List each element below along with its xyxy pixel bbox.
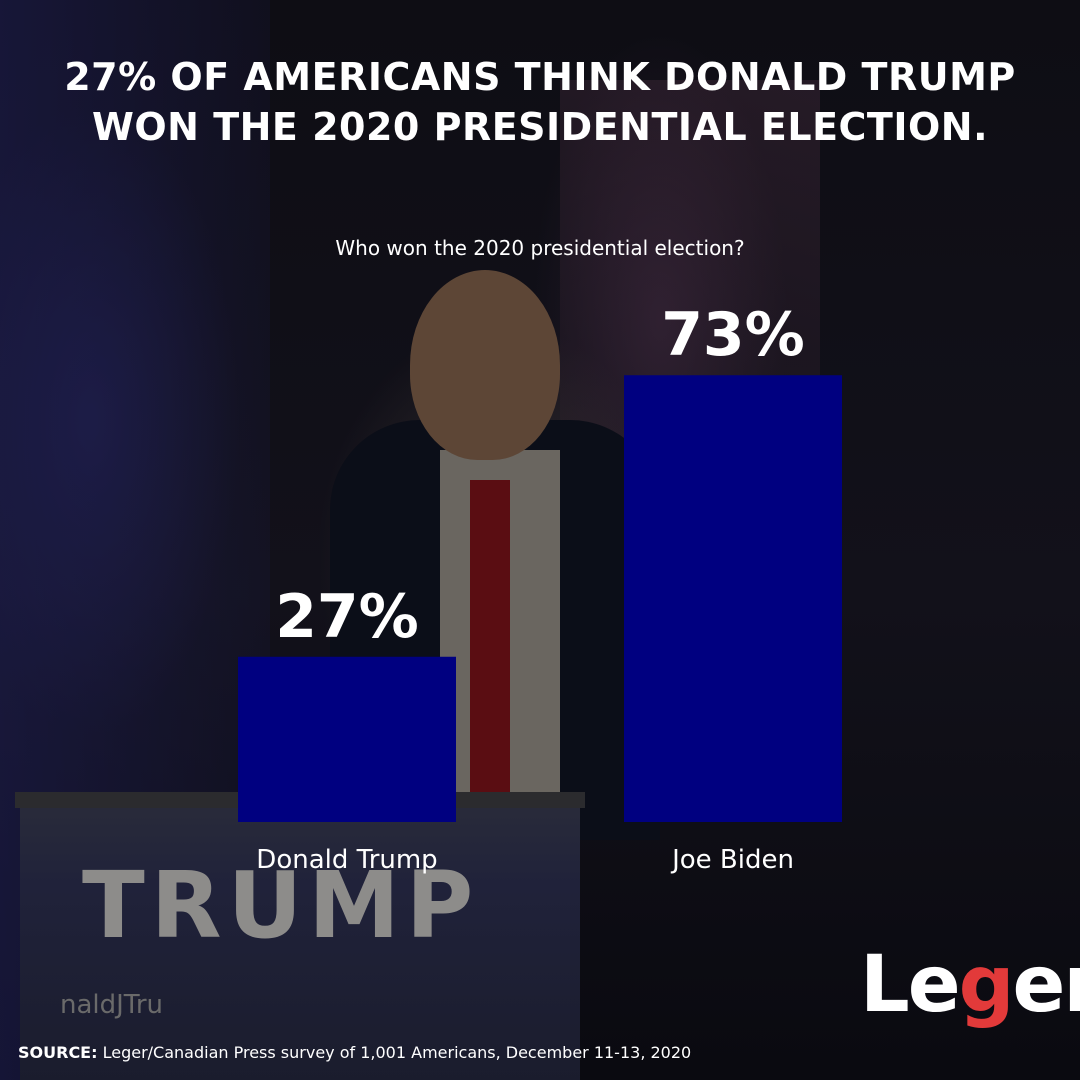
- bar-1: [624, 375, 842, 822]
- value-label-1: 73%: [661, 300, 805, 370]
- speaker-tie: [470, 480, 510, 800]
- headline-line-1: 27% OF AMERICANS THINK DONALD TRUMP: [64, 55, 1016, 99]
- category-label-1: Joe Biden: [670, 845, 794, 875]
- headline-line-2: WON THE 2020 PRESIDENTIAL ELECTION.: [91, 105, 989, 149]
- value-label-0: 27%: [275, 582, 419, 652]
- podium: [20, 795, 580, 1080]
- podium-handle-text: naldJTru: [60, 990, 164, 1020]
- logo-text-left: Le: [860, 940, 961, 1030]
- logo-accent-letter: g: [958, 940, 1015, 1030]
- podium-sign-text: TRUMP: [82, 852, 480, 959]
- bar-0: [238, 656, 456, 822]
- source-label: SOURCE:: [18, 1043, 98, 1062]
- chart-question: Who won the 2020 presidential election?: [335, 236, 745, 260]
- logo-text-right: er: [1012, 940, 1080, 1030]
- source-text: Leger/Canadian Press survey of 1,001 Ame…: [97, 1043, 692, 1062]
- leger-logo: Leger: [860, 940, 1080, 1050]
- source-note: SOURCE: Leger/Canadian Press survey of 1…: [18, 1043, 691, 1062]
- category-label-0: Donald Trump: [256, 845, 437, 875]
- speaker-head: [410, 270, 560, 460]
- headline: 27% OF AMERICANS THINK DONALD TRUMP WON …: [0, 52, 1080, 152]
